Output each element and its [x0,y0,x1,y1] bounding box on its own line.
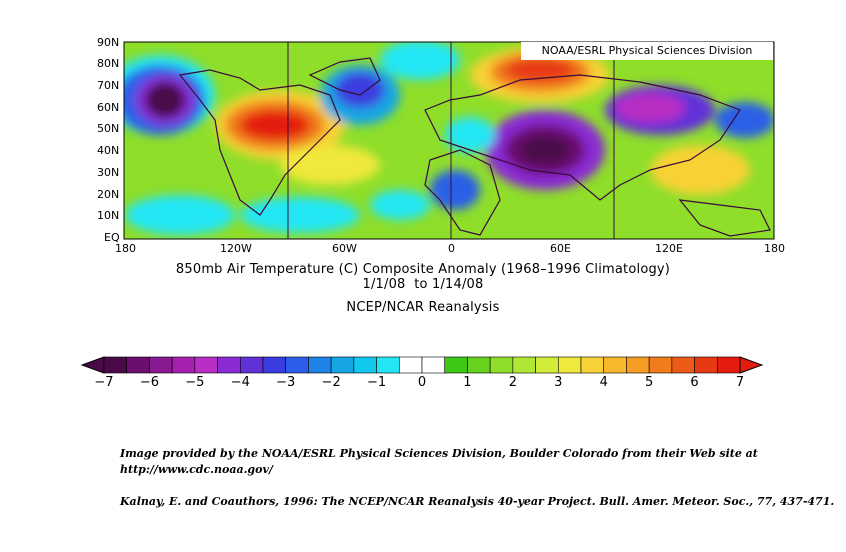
colorbar-tick-label: −6 [139,375,159,390]
colorbar-swatch [467,356,491,374]
colorbar-tick-label: 0 [417,375,427,390]
lat-label: 20N [97,188,120,201]
colorbar-tick-label: −7 [94,375,114,390]
colorbar-swatch [126,356,150,374]
colorbar-tick-label: 2 [508,375,517,390]
colorbar-tick-label: −1 [366,375,387,390]
colorbar-tick-label: −5 [185,375,205,390]
grid-lines [287,42,615,239]
colorbar-swatch [671,356,695,374]
lon-label: 60W [332,242,357,255]
colorbar-tick-label: −3 [276,375,296,390]
colorbar-swatch [603,356,627,374]
colorbar-swatch [308,356,332,374]
colorbar-swatch [580,356,605,374]
colorbar-swatch [694,356,718,374]
colorbar-swatch [194,356,218,374]
coastlines [178,57,771,237]
colorbar [80,356,764,374]
colorbar-tick-label: 4 [599,375,608,390]
lon-label: 120W [220,242,252,255]
colorbar-swatch [398,356,423,374]
colorbar-swatch [626,356,650,374]
colorbar-tick-label: 1 [463,375,472,390]
lat-label: 30N [97,166,120,179]
colorbar-swatch [512,356,536,374]
lon-label: 120E [655,242,683,255]
map-frame [123,41,775,240]
colorbar-swatch [217,356,241,374]
colorbar-tick-label: 3 [554,375,563,390]
watermark: NOAA/ESRL Physical Sciences Division [521,42,773,60]
lon-label: 60E [550,242,571,255]
anomaly-field [124,42,774,239]
colorbar-tick-label: −4 [230,375,250,390]
credit-url: http://www.cdc.noaa.gov/ [120,463,273,476]
colorbar-swatch [353,356,377,374]
colorbar-swatch [285,356,309,374]
citation: Kalnay, E. and Coauthors, 1996: The NCEP… [120,495,835,508]
colorbar-tick-label: 6 [690,375,699,390]
lat-label: 70N [97,79,120,92]
lat-label: 60N [97,101,120,114]
colorbar-swatch [330,356,355,374]
lon-label: 0 [448,242,455,255]
credit-line: Image provided by the NOAA/ESRL Physical… [120,447,758,460]
colorbar-swatch [421,356,446,374]
lat-label: 40N [97,144,120,157]
colorbar-swatch [648,356,673,374]
colorbar-swatch [557,356,582,374]
lon-label: 180 [764,242,785,255]
dataset-label: NCEP/NCAR Reanalysis [346,300,500,315]
lat-label: 50N [97,122,120,135]
colorbar-swatch [444,356,468,374]
lat-label: EQ [104,231,120,244]
colorbar-swatch [489,356,514,374]
colorbar-swatch [103,356,128,374]
lat-label: 90N [97,36,120,49]
colorbar-swatch [171,356,196,374]
colorbar-arrow-right [739,356,764,374]
colorbar-tick-label: 7 [735,375,745,390]
colorbar-tick-label: −2 [321,375,341,390]
date-range: 1/1/08 to 1/14/08 [362,277,484,292]
colorbar-swatch [149,356,173,374]
colorbar-swatch [535,356,559,374]
colorbar-swatch [262,356,287,374]
lat-label: 80N [97,57,120,70]
colorbar-swatch [239,356,264,374]
colorbar-swatch [376,356,400,374]
map-title: 850mb Air Temperature (C) Composite Anom… [175,262,671,277]
lon-label: 180 [115,242,136,255]
lat-label: 10N [97,209,120,222]
colorbar-arrow-left [80,356,105,374]
colorbar-tick-label: 5 [645,375,654,390]
colorbar-swatch [716,356,741,374]
